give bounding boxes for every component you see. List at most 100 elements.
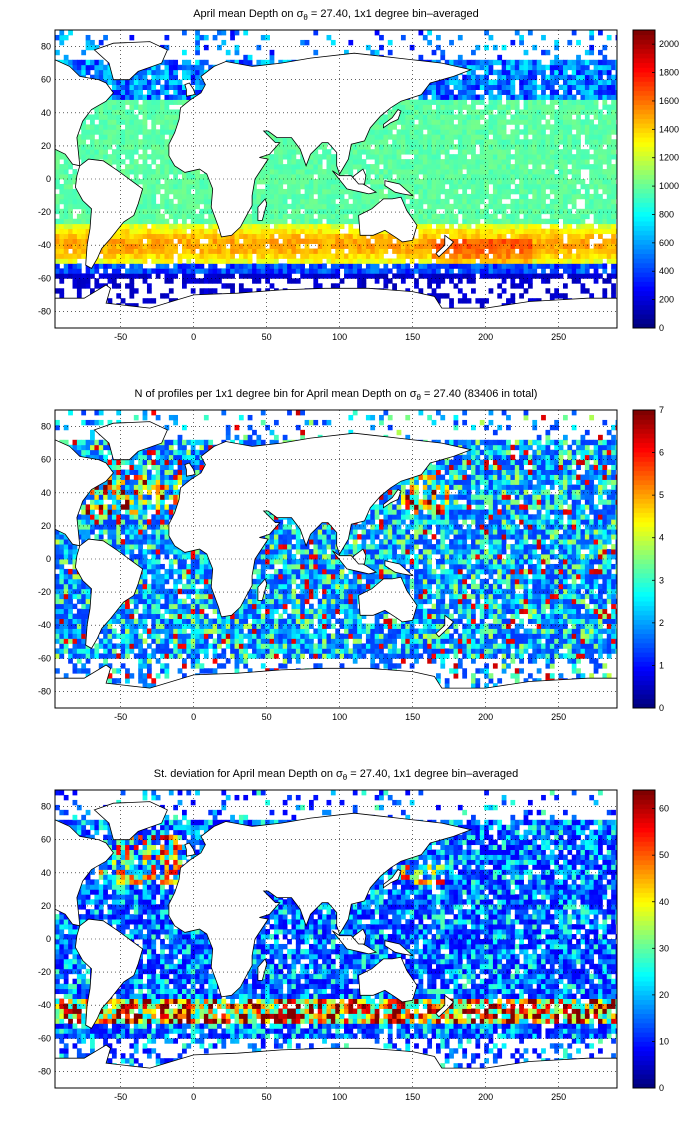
bin-cell xyxy=(260,238,266,244)
bin-cell xyxy=(142,74,148,81)
bin-cell xyxy=(129,149,135,155)
bin-cell xyxy=(59,183,65,190)
bin-cell xyxy=(195,39,200,46)
bin-cell xyxy=(177,233,183,239)
bin-cell xyxy=(282,233,288,239)
bin-cell xyxy=(492,94,498,100)
bin-cell xyxy=(484,243,489,249)
bin-cell xyxy=(488,233,494,239)
bin-cell xyxy=(466,124,472,130)
bin-cell xyxy=(519,164,524,170)
bin-cell xyxy=(435,79,441,86)
bin-cell xyxy=(195,174,200,180)
bin-cell xyxy=(63,179,69,185)
bin-cell xyxy=(133,179,139,185)
bin-cell xyxy=(335,228,341,235)
bin-cell xyxy=(396,258,402,264)
bin-cell xyxy=(510,59,516,66)
bin-cell xyxy=(449,79,454,86)
bin-cell xyxy=(506,273,511,279)
bin-cell xyxy=(243,223,249,230)
bin-cell xyxy=(488,79,494,86)
bin-cell xyxy=(514,149,520,155)
bin-cell xyxy=(63,213,69,220)
bin-cell xyxy=(304,268,310,274)
bin-cell xyxy=(435,283,441,289)
bin-cell xyxy=(68,59,73,66)
bin-cell xyxy=(532,268,538,274)
bin-cell xyxy=(111,268,117,274)
bin-cell xyxy=(116,243,122,249)
bin-cell xyxy=(484,149,489,155)
bin-cell xyxy=(457,268,463,274)
bin-cell xyxy=(234,238,240,244)
bin-cell xyxy=(462,159,468,165)
bin-cell xyxy=(510,139,516,145)
bin-cell xyxy=(370,263,376,269)
bin-cell xyxy=(510,253,516,259)
bin-cell xyxy=(260,59,266,66)
bin-cell xyxy=(212,278,218,284)
bin-cell xyxy=(107,243,113,249)
bin-cell xyxy=(177,198,183,205)
bin-cell xyxy=(90,124,95,130)
bin-cell xyxy=(155,233,161,239)
bin-cell xyxy=(278,193,284,200)
bin-cell xyxy=(300,223,306,230)
bin-cell xyxy=(374,233,380,239)
bin-cell xyxy=(488,144,494,150)
bin-cell xyxy=(405,149,411,155)
bin-cell xyxy=(160,134,165,140)
bin-cell xyxy=(344,238,349,244)
bin-cell xyxy=(81,134,87,140)
bin-cell xyxy=(313,218,319,225)
bin-cell xyxy=(400,144,406,150)
bin-cell xyxy=(427,273,433,279)
bin-cell xyxy=(488,164,494,170)
bin-cell xyxy=(392,139,397,145)
bin-cell xyxy=(514,243,520,249)
bin-cell xyxy=(357,164,362,170)
bin-cell xyxy=(383,154,389,160)
bin-cell xyxy=(510,84,516,90)
bin-cell xyxy=(545,278,551,284)
bin-cell xyxy=(514,223,520,230)
bin-cell xyxy=(59,193,65,200)
bin-cell xyxy=(431,198,437,205)
bin-cell xyxy=(304,273,310,279)
bin-cell xyxy=(374,154,380,160)
bin-cell xyxy=(81,149,87,155)
bin-cell xyxy=(260,233,266,239)
bin-cell xyxy=(541,99,546,105)
bin-cell xyxy=(133,243,139,249)
bin-cell xyxy=(532,243,538,249)
bin-cell xyxy=(392,243,397,249)
bin-cell xyxy=(125,248,130,254)
bin-cell xyxy=(322,248,327,254)
bin-cell xyxy=(273,268,279,274)
bin-cell xyxy=(484,59,489,66)
bin-cell xyxy=(400,164,406,170)
bin-cell xyxy=(94,59,100,66)
bin-cell xyxy=(164,99,170,105)
bin-cell xyxy=(527,64,533,71)
bin-cell xyxy=(186,233,192,239)
bin-cell xyxy=(186,198,192,205)
bin-cell xyxy=(492,139,498,145)
bin-cell xyxy=(392,248,397,254)
bin-cell xyxy=(435,44,441,51)
bin-cell xyxy=(76,218,82,225)
bin-cell xyxy=(444,188,450,195)
bin-cell xyxy=(414,164,419,170)
bin-cell xyxy=(532,203,538,210)
bin-cell xyxy=(181,203,187,210)
bin-cell xyxy=(484,119,489,125)
bin-cell xyxy=(300,203,306,210)
bin-cell xyxy=(173,213,179,220)
bin-cell xyxy=(103,119,108,125)
bin-cell xyxy=(352,149,358,155)
bin-cell xyxy=(234,258,240,264)
bin-cell xyxy=(160,223,165,230)
bin-cell xyxy=(94,129,100,135)
bin-cell xyxy=(212,243,218,249)
